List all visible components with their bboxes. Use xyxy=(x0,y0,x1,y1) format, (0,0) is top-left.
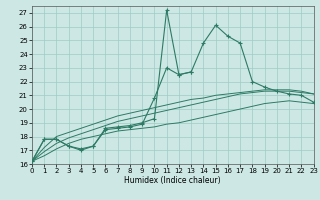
X-axis label: Humidex (Indice chaleur): Humidex (Indice chaleur) xyxy=(124,176,221,185)
